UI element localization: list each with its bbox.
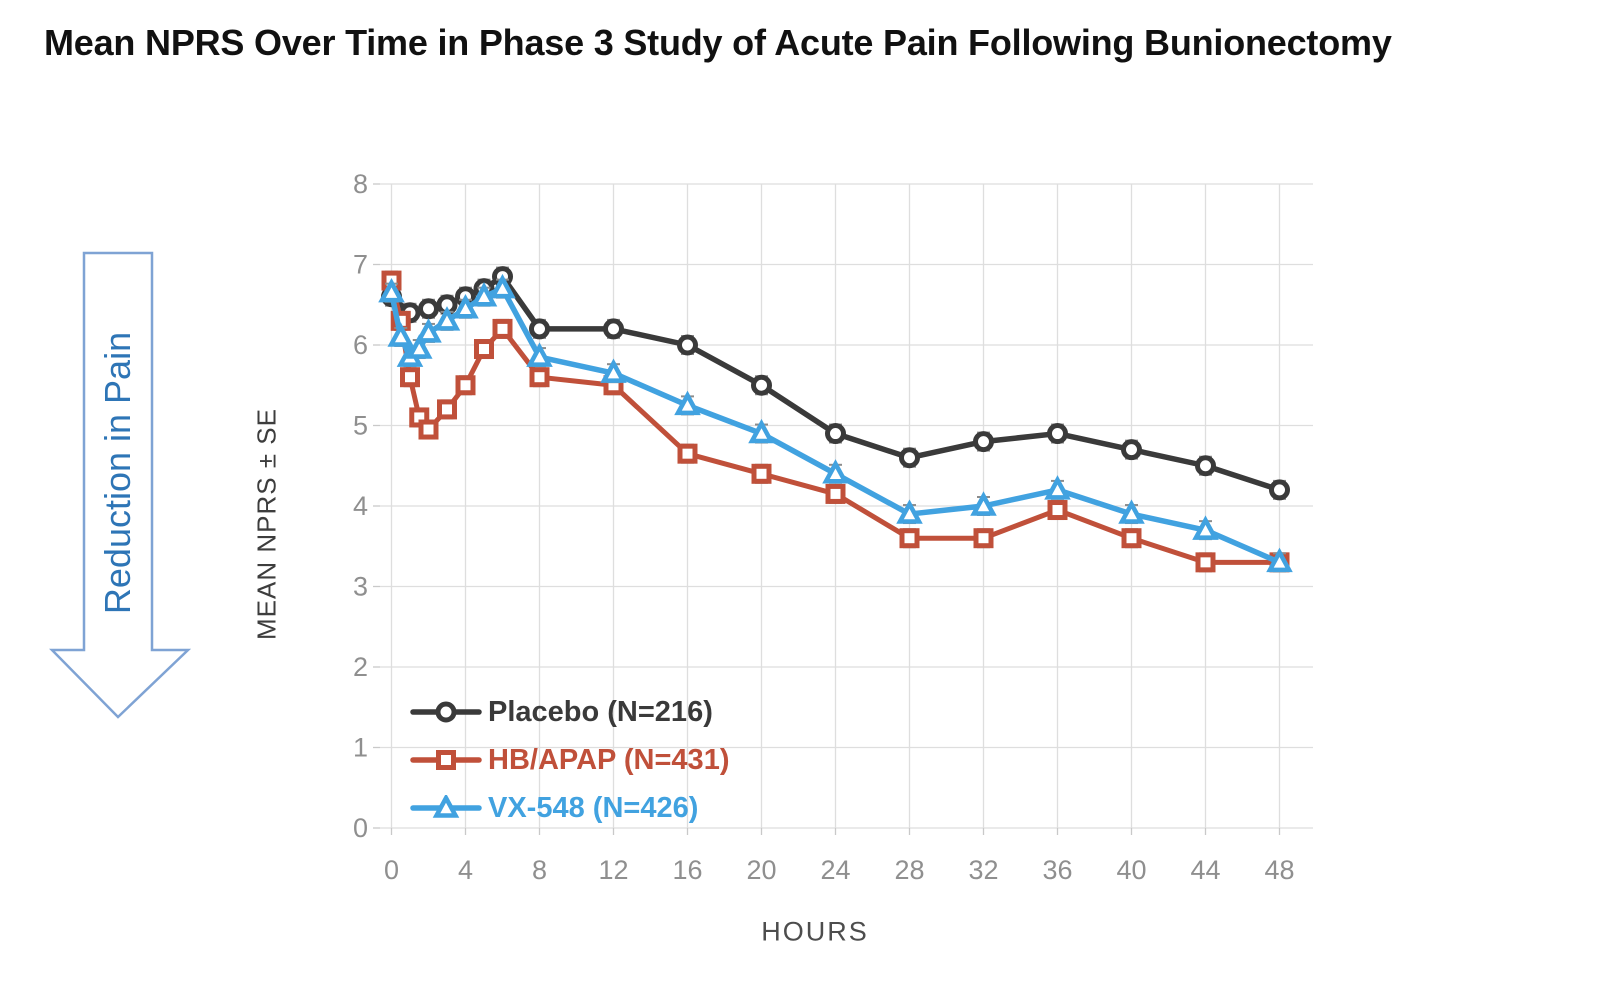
point-marker [970, 491, 997, 516]
point-marker [378, 277, 405, 303]
point-marker [387, 322, 415, 347]
x-axis-title: HOURS [761, 916, 869, 947]
point-marker [526, 342, 553, 367]
point-marker [1121, 528, 1142, 549]
point-marker [400, 367, 420, 388]
y-axis-title: MEAN NPRS ± SE [251, 408, 282, 640]
gridlines [373, 183, 1313, 835]
chart-title: Mean NPRS Over Time in Phase 3 Study of … [44, 22, 1392, 63]
reduction-in-pain-arrow: Reduction in Pain [40, 245, 200, 725]
point-marker [822, 459, 849, 484]
point-marker [1047, 500, 1068, 521]
point-marker [674, 390, 701, 416]
point-marker [1192, 515, 1219, 540]
point-marker [474, 339, 494, 360]
point-marker [470, 281, 498, 307]
point-marker [1266, 547, 1293, 573]
y-tick-label: 8 [353, 169, 368, 199]
point-marker [899, 447, 920, 469]
point-marker [489, 273, 516, 299]
point-marker [418, 419, 439, 440]
point-marker [899, 528, 920, 549]
point-marker [529, 367, 550, 388]
x-tick-label: 40 [1116, 855, 1146, 885]
point-marker [1195, 552, 1216, 573]
y-tick-label: 0 [353, 813, 368, 843]
point-marker [825, 423, 846, 445]
point-marker [455, 375, 476, 396]
x-tick-label: 32 [968, 855, 998, 885]
x-tick-label: 8 [532, 855, 547, 885]
point-marker [600, 358, 627, 383]
point-marker [1118, 499, 1145, 524]
x-tick-label: 44 [1190, 855, 1220, 885]
point-marker [452, 294, 479, 319]
point-marker [437, 399, 457, 420]
point-marker [529, 318, 550, 340]
x-tick-label: 36 [1042, 855, 1072, 885]
y-tick-label: 2 [353, 652, 368, 682]
point-marker [748, 418, 775, 444]
x-tick-label: 16 [672, 855, 702, 885]
point-marker [1269, 479, 1290, 501]
x-tick-label: 24 [820, 855, 850, 885]
x-tick-label: 0 [384, 855, 399, 885]
x-tick-label: 12 [598, 855, 628, 885]
x-tick-label: 28 [894, 855, 924, 885]
y-tick-label: 7 [353, 250, 368, 280]
point-marker [1195, 455, 1216, 477]
point-marker [973, 431, 994, 453]
point-marker [751, 463, 772, 484]
y-tick-label: 4 [353, 491, 368, 521]
y-tick-label: 5 [353, 411, 368, 441]
y-axis-tick-labels: 0 1 2 3 4 5 6 7 8 [353, 169, 368, 843]
y-tick-label: 1 [353, 733, 368, 763]
point-marker [825, 483, 846, 504]
x-tick-label: 20 [746, 855, 776, 885]
point-marker [418, 298, 439, 320]
point-marker [405, 334, 433, 359]
y-tick-label: 6 [353, 330, 368, 360]
point-marker [896, 499, 923, 524]
series-vx-548 [378, 273, 1293, 573]
point-marker [677, 334, 698, 356]
point-marker [433, 306, 461, 331]
point-marker [1121, 439, 1142, 461]
y-tick-label: 3 [353, 572, 368, 602]
point-marker [492, 318, 513, 339]
point-marker [603, 318, 624, 340]
point-marker [415, 318, 442, 343]
x-axis-tick-labels: 0 4 8 12 16 20 24 28 32 36 40 44 48 [384, 855, 1295, 885]
series-markers-vx-548 [378, 273, 1293, 573]
point-marker [1047, 423, 1068, 445]
point-marker [677, 443, 698, 464]
point-marker [1044, 475, 1071, 500]
x-tick-label: 48 [1264, 855, 1294, 885]
x-tick-label: 4 [458, 855, 473, 885]
point-marker [751, 374, 772, 396]
point-marker [973, 528, 994, 549]
down-arrow-icon [49, 251, 192, 719]
